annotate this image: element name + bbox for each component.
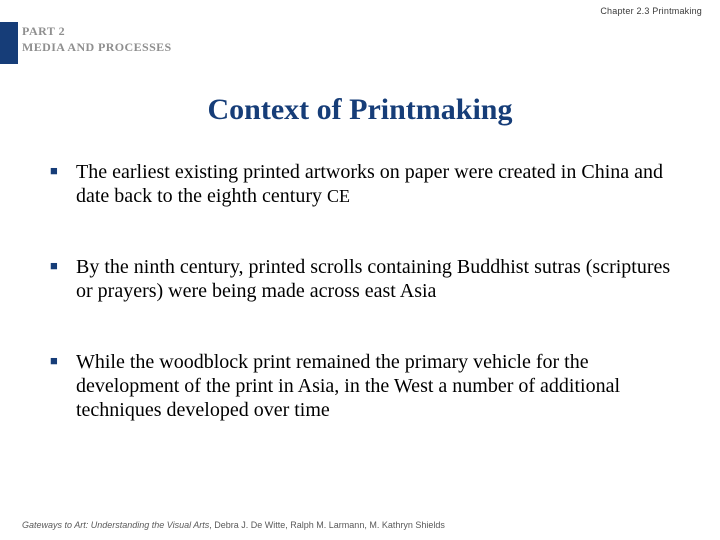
- bullet-smallcaps: CE: [327, 186, 350, 206]
- accent-bar: [0, 22, 18, 64]
- header-text: PART 2 MEDIA AND PROCESSES: [22, 22, 172, 55]
- footer-book-title: Gateways to Art: Understanding the Visua…: [22, 520, 209, 530]
- bullet-text: While the woodblock print remained the p…: [76, 351, 620, 422]
- slide: { "meta": { "chapter_ref": "Chapter 2.3 …: [0, 0, 720, 540]
- bullet-text: By the ninth century, printed scrolls co…: [76, 256, 670, 302]
- chapter-reference: Chapter 2.3 Printmaking: [600, 6, 702, 16]
- list-item: By the ninth century, printed scrolls co…: [50, 255, 672, 304]
- list-item: While the woodblock print remained the p…: [50, 350, 672, 423]
- part-label: PART 2: [22, 24, 172, 39]
- footer: Gateways to Art: Understanding the Visua…: [22, 520, 445, 530]
- header-block: PART 2 MEDIA AND PROCESSES: [0, 22, 172, 64]
- page-title: Context of Printmaking: [0, 93, 720, 127]
- list-item: The earliest existing printed artworks o…: [50, 160, 672, 209]
- part-subtitle: MEDIA AND PROCESSES: [22, 40, 172, 55]
- bullet-text: The earliest existing printed artworks o…: [76, 161, 663, 207]
- footer-authors: , Debra J. De Witte, Ralph M. Larmann, M…: [209, 520, 445, 530]
- content-area: The earliest existing printed artworks o…: [50, 160, 672, 423]
